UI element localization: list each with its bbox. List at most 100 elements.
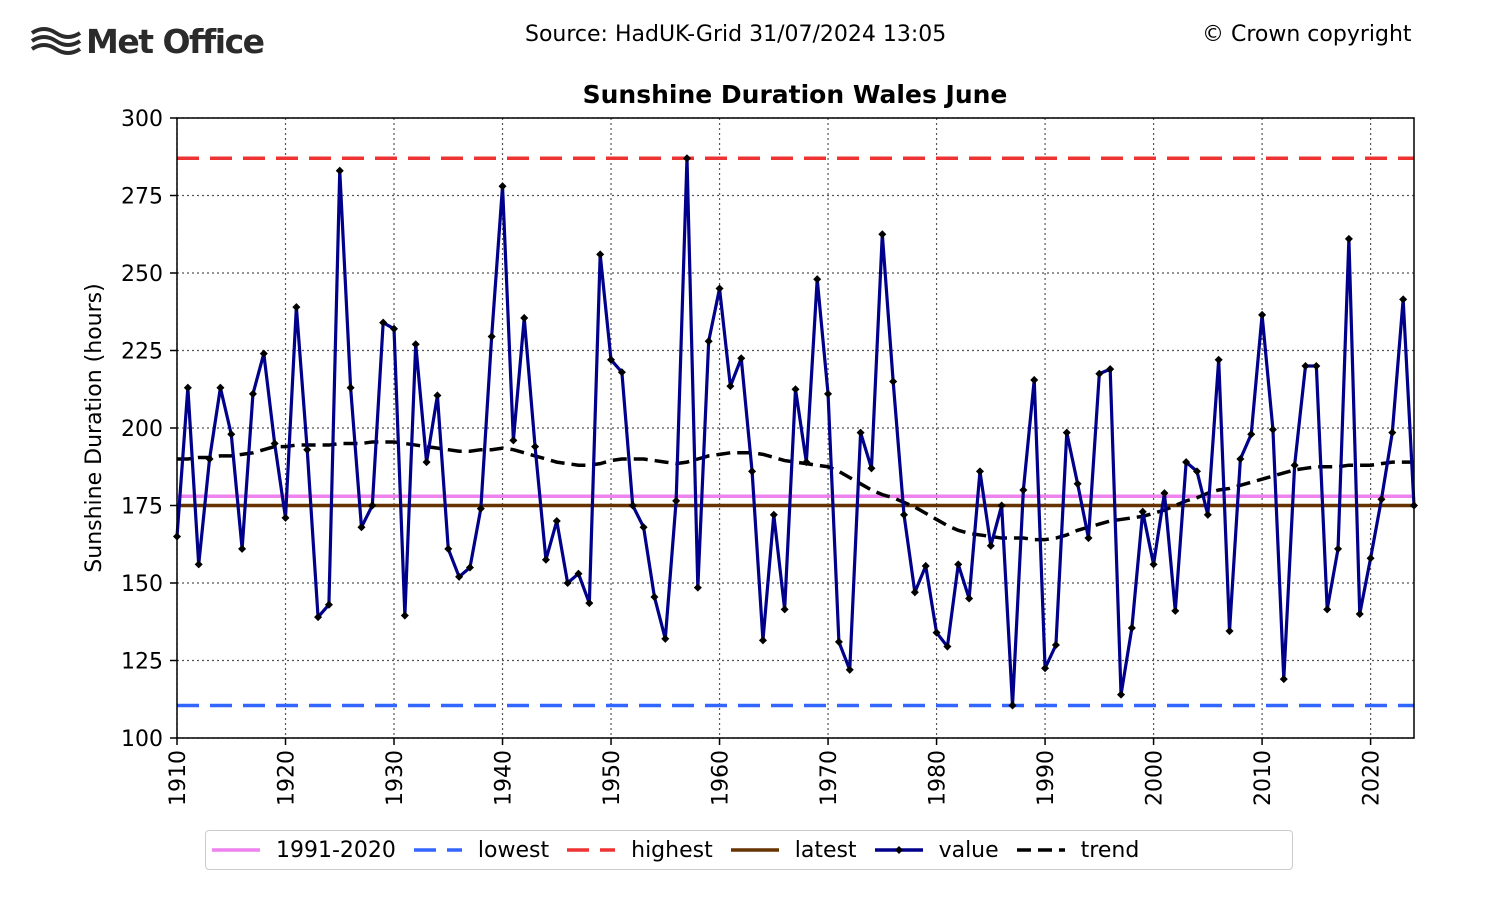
value-point xyxy=(965,594,974,603)
value-point xyxy=(248,389,257,398)
x-tick-label: 1930 xyxy=(383,750,408,806)
copyright-text: © Crown copyright xyxy=(1202,22,1412,47)
value-point xyxy=(552,516,561,526)
legend-item-latest: latest xyxy=(730,837,857,863)
value-point xyxy=(1030,375,1039,384)
value-point xyxy=(259,349,268,358)
legend-label: lowest xyxy=(477,837,550,863)
value-point xyxy=(737,354,746,363)
value-point xyxy=(541,555,550,564)
legend-swatch xyxy=(1016,848,1065,852)
value-point xyxy=(379,318,388,327)
value-point xyxy=(324,600,333,609)
value-point xyxy=(780,605,789,614)
value-point xyxy=(748,467,757,476)
value-point xyxy=(1344,234,1353,243)
value-point xyxy=(856,428,865,437)
x-tick-label: 2000 xyxy=(1143,750,1168,806)
value-point xyxy=(878,230,887,239)
value-point xyxy=(954,560,963,569)
value-point xyxy=(498,182,507,191)
legend-label: value xyxy=(938,837,999,863)
value-point xyxy=(910,588,919,597)
value-point xyxy=(194,560,203,569)
value-point xyxy=(693,583,702,592)
value-point xyxy=(1149,560,1158,569)
value-point xyxy=(628,501,637,510)
y-tick-label: 100 xyxy=(121,727,163,752)
value-point xyxy=(661,634,670,643)
value-point xyxy=(531,442,540,451)
value-point xyxy=(270,439,279,448)
legend: 1991-2020 lowest highest latest value trend xyxy=(205,830,1293,870)
value-point xyxy=(585,599,594,608)
value-point xyxy=(1062,428,1071,437)
value-point xyxy=(216,383,225,392)
x-tick-label: 1960 xyxy=(709,750,734,806)
value-point xyxy=(1095,369,1104,378)
legend-label: highest xyxy=(631,837,713,863)
value-point xyxy=(921,561,930,570)
value-point xyxy=(1160,489,1169,498)
legend-swatch xyxy=(413,848,462,852)
value-point xyxy=(1258,310,1267,319)
value-point xyxy=(813,275,822,284)
value-point xyxy=(346,383,355,392)
value-point xyxy=(1377,495,1386,504)
value-point xyxy=(433,391,442,400)
value-point xyxy=(476,504,485,513)
x-tick-label: 1920 xyxy=(275,750,300,806)
met-office-logo: Met Office xyxy=(30,22,265,61)
value-point xyxy=(563,578,572,588)
value-point xyxy=(1366,554,1375,563)
value-point xyxy=(791,385,800,394)
value-point xyxy=(281,513,290,522)
legend-swatch xyxy=(567,848,616,852)
value-point xyxy=(455,572,464,581)
value-point xyxy=(303,445,312,454)
value-point xyxy=(314,613,323,622)
value-point xyxy=(1192,467,1202,476)
value-point xyxy=(639,523,648,532)
value-point xyxy=(617,368,626,377)
value-point xyxy=(1247,430,1256,439)
value-point xyxy=(824,389,833,398)
y-tick-label: 300 xyxy=(121,107,163,132)
value-point xyxy=(1279,675,1288,684)
y-tick-label: 150 xyxy=(121,572,163,597)
value-point xyxy=(802,458,811,467)
value-point xyxy=(1334,544,1343,553)
value-point xyxy=(704,337,713,346)
value-point xyxy=(1073,479,1082,488)
value-point xyxy=(932,628,941,637)
value-point xyxy=(1019,485,1028,495)
value-point xyxy=(1041,664,1050,673)
value-point xyxy=(444,544,453,553)
value-point xyxy=(975,467,984,476)
value-point xyxy=(183,383,192,392)
value-point xyxy=(292,303,301,312)
value-point xyxy=(1171,606,1180,615)
value-point xyxy=(411,340,420,349)
legend-swatch xyxy=(212,848,260,852)
value-point xyxy=(1106,365,1115,374)
logo-text: Met Office xyxy=(86,22,265,61)
value-point xyxy=(227,430,236,439)
value-point xyxy=(867,464,876,473)
value-point xyxy=(1127,623,1136,632)
waves-icon xyxy=(30,26,82,55)
x-tick-label: 2020 xyxy=(1360,750,1385,806)
value-point xyxy=(769,510,778,519)
value-point xyxy=(1203,510,1212,519)
value-point xyxy=(1117,690,1126,699)
x-tick-label: 1980 xyxy=(926,750,951,806)
value-point xyxy=(997,501,1006,510)
legend-item-trend: trend xyxy=(1016,838,1139,863)
legend-label: latest xyxy=(794,837,857,863)
value-point xyxy=(357,523,366,532)
value-point xyxy=(389,324,399,333)
value-point xyxy=(943,642,952,651)
y-tick-label: 125 xyxy=(121,650,163,675)
value-point xyxy=(1290,461,1299,470)
value-point xyxy=(682,154,692,163)
